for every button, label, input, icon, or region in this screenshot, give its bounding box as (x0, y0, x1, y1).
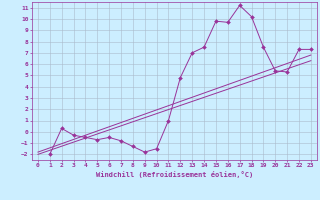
X-axis label: Windchill (Refroidissement éolien,°C): Windchill (Refroidissement éolien,°C) (96, 171, 253, 178)
